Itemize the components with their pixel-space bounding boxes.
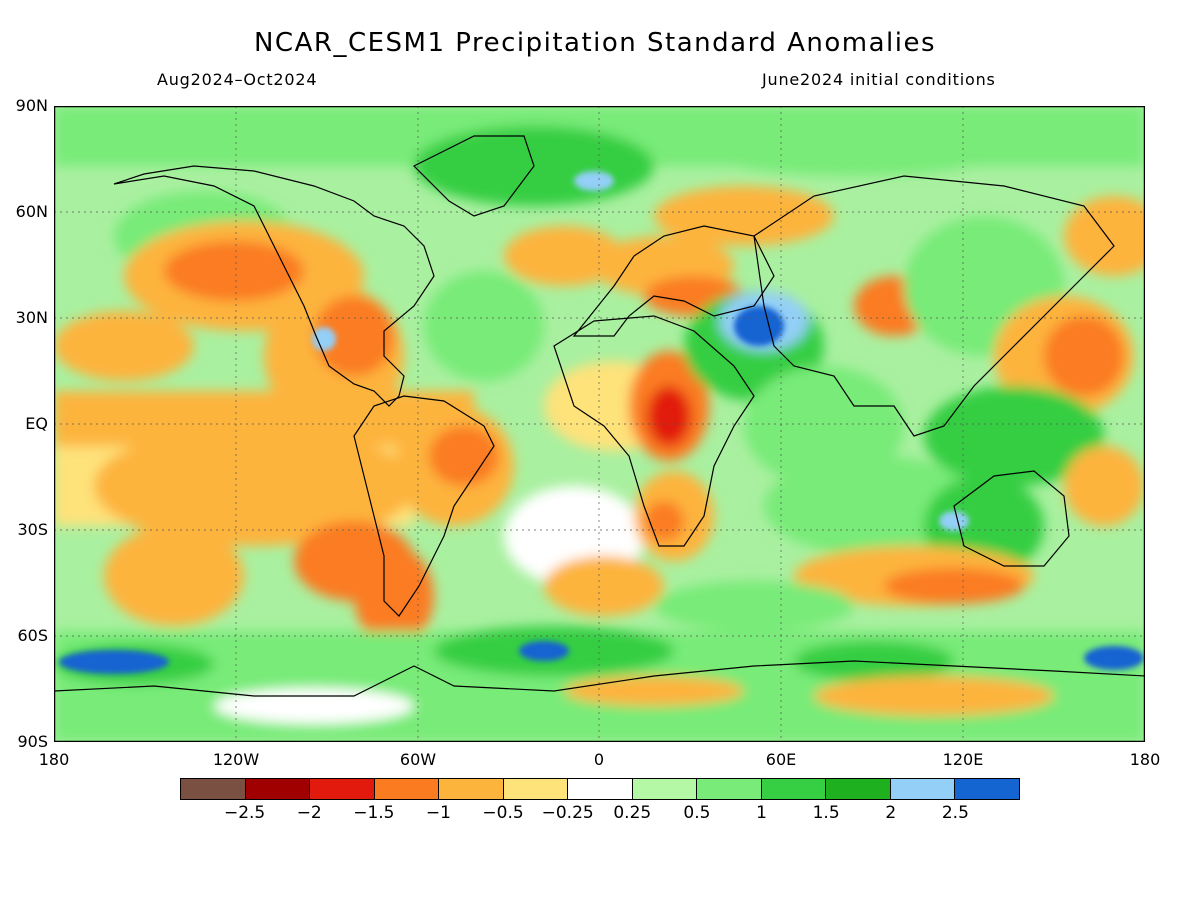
lat-label: 60S	[17, 626, 48, 645]
forecast-period: Aug2024–Oct2024	[157, 70, 318, 89]
colorbar-swatch	[439, 779, 504, 799]
colorbar-swatch	[568, 779, 633, 799]
colorbar-swatch	[374, 779, 440, 799]
lat-label: 90S	[17, 732, 48, 751]
coastlines	[54, 135, 1145, 697]
colorbar-swatch	[503, 779, 569, 799]
colorbar-label: 1.5	[812, 803, 840, 823]
lon-label: 60W	[399, 750, 437, 769]
colorbar-label: 0.25	[613, 803, 652, 823]
colorbar-label: 1	[756, 803, 767, 823]
colorbar-label: −2	[296, 803, 322, 823]
colorbar-swatch	[955, 779, 1019, 799]
lon-label: 180	[38, 750, 70, 769]
lon-label: 0	[593, 750, 605, 769]
map-title: NCAR_CESM1 Precipitation Standard Anomal…	[253, 28, 937, 58]
initial-conditions: June2024 initial conditions	[762, 70, 996, 89]
lat-label: 30N	[15, 308, 48, 327]
anomaly-map	[54, 106, 1145, 742]
lon-label: 60E	[765, 750, 797, 769]
colorbar-swatch	[632, 779, 698, 799]
colorbar-label: 0.5	[683, 803, 711, 823]
lat-label: EQ	[25, 414, 48, 433]
colorbar-swatch	[890, 779, 956, 799]
colorbar-label: 2	[885, 803, 897, 823]
colorbar-label: −1	[425, 803, 451, 823]
colorbar	[180, 778, 1020, 800]
colorbar-swatch	[826, 779, 891, 799]
lat-label: 30S	[17, 520, 48, 539]
colorbar-label: −2.5	[223, 803, 266, 823]
lon-label: 180	[1129, 750, 1161, 769]
graticule	[54, 106, 1145, 742]
colorbar-swatch	[245, 779, 311, 799]
colorbar-label: −0.25	[541, 803, 594, 823]
colorbar-swatch	[697, 779, 762, 799]
lat-label: 90N	[15, 96, 48, 115]
lon-label: 120W	[212, 750, 260, 769]
colorbar-swatch	[310, 779, 375, 799]
colorbar-label: −0.5	[482, 803, 524, 823]
lat-label: 60N	[15, 202, 48, 221]
colorbar-swatch	[761, 779, 827, 799]
colorbar-label: −1.5	[353, 803, 395, 823]
lon-label: 120E	[942, 750, 984, 769]
colorbar-swatch	[181, 779, 246, 799]
colorbar-label: 2.5	[941, 803, 969, 823]
